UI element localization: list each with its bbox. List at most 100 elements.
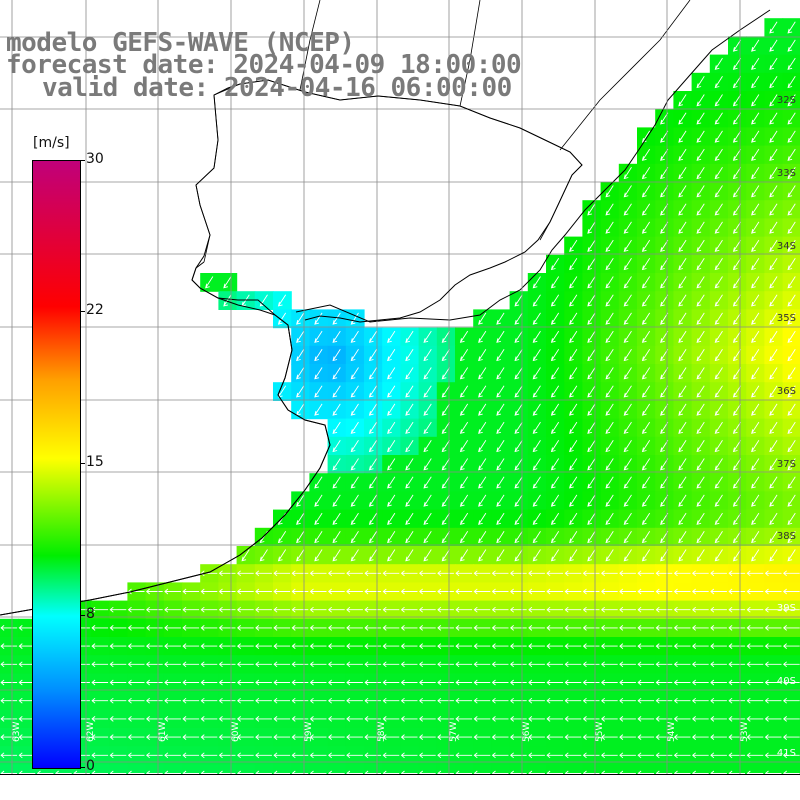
wind-arrow bbox=[0, 752, 18, 759]
wind-arrow bbox=[491, 606, 509, 613]
wind-arrow bbox=[145, 606, 163, 613]
wind-cell bbox=[527, 764, 547, 774]
wind-arrow bbox=[218, 752, 236, 759]
wind-arrow bbox=[473, 588, 491, 595]
wind-arrow bbox=[405, 349, 414, 362]
wind-arrow bbox=[600, 588, 618, 595]
lon-label-54w: 54W bbox=[667, 721, 677, 742]
wind-arrow bbox=[673, 606, 691, 613]
wind-arrow bbox=[418, 661, 436, 668]
wind-arrow bbox=[619, 588, 636, 595]
wind-arrow bbox=[509, 588, 527, 595]
wind-arrow bbox=[641, 148, 651, 161]
wind-arrow bbox=[314, 476, 323, 489]
wind-arrow bbox=[291, 770, 309, 774]
wind-arrow bbox=[714, 367, 723, 380]
wind-arrow bbox=[569, 531, 578, 544]
wind-arrow bbox=[641, 385, 651, 398]
wind-arrow bbox=[218, 716, 236, 722]
wind-arrow bbox=[291, 697, 309, 704]
wind-arrow bbox=[455, 752, 473, 759]
wind-arrow bbox=[787, 330, 796, 343]
wind-arrow bbox=[637, 679, 655, 686]
wind-arrow bbox=[418, 734, 436, 740]
wind-arrow bbox=[564, 643, 582, 649]
wind-arrow bbox=[327, 606, 345, 613]
wind-arrow bbox=[109, 770, 127, 774]
wind-arrow bbox=[478, 476, 487, 489]
wind-arrow bbox=[127, 734, 145, 740]
wind-arrow bbox=[623, 294, 632, 307]
wind-arrow bbox=[587, 239, 596, 252]
wind-arrow bbox=[400, 588, 418, 595]
wind-arrow bbox=[423, 440, 432, 453]
wind-cell bbox=[564, 764, 583, 774]
wind-arrow bbox=[473, 679, 491, 686]
wind-arrow bbox=[728, 643, 746, 649]
wind-arrow bbox=[332, 421, 341, 434]
wind-arrow bbox=[496, 421, 505, 434]
wind-arrow bbox=[623, 203, 632, 216]
wind-arrow bbox=[291, 643, 309, 649]
wind-arrow bbox=[387, 476, 396, 489]
wind-arrow bbox=[714, 440, 723, 453]
wind-arrow bbox=[382, 570, 400, 577]
wind-arrow bbox=[564, 770, 582, 774]
wind-arrow bbox=[109, 643, 127, 649]
wind-arrow bbox=[327, 734, 345, 740]
wind-arrow bbox=[164, 588, 181, 595]
wind-arrow bbox=[637, 716, 655, 722]
wind-arrow bbox=[182, 679, 200, 686]
wind-arrow bbox=[623, 258, 632, 271]
wind-arrow bbox=[514, 458, 523, 471]
wind-arrow bbox=[769, 76, 778, 89]
wind-arrow bbox=[368, 421, 378, 434]
wind-arrow bbox=[291, 734, 309, 740]
wind-arrow bbox=[273, 679, 291, 686]
wind-arrow bbox=[714, 385, 723, 398]
wind-arrow bbox=[641, 349, 651, 362]
wind-arrow bbox=[655, 570, 673, 577]
wind-arrow bbox=[54, 770, 72, 774]
wind-arrow bbox=[0, 697, 18, 704]
wind-arrow bbox=[346, 752, 363, 759]
wind-arrow bbox=[218, 606, 236, 613]
wind-arrow bbox=[496, 312, 505, 325]
wind-arrow bbox=[423, 330, 432, 343]
wind-arrow bbox=[764, 734, 782, 740]
title-model: modelo GEFS-WAVE (NCEP) bbox=[6, 28, 355, 58]
wind-arrow bbox=[382, 752, 400, 759]
wind-arrow bbox=[528, 606, 545, 613]
wind-arrow bbox=[382, 643, 400, 649]
wind-arrow bbox=[600, 679, 618, 686]
wind-arrow bbox=[368, 403, 378, 416]
wind-arrow bbox=[514, 531, 523, 544]
wind-arrow bbox=[296, 349, 305, 362]
wind-arrow bbox=[145, 661, 163, 668]
wind-arrow bbox=[145, 643, 163, 649]
wind-arrow bbox=[478, 349, 487, 362]
wind-arrow bbox=[732, 494, 742, 507]
wind-arrow bbox=[387, 494, 396, 507]
wind-arrow bbox=[582, 606, 600, 613]
wind-arrow bbox=[423, 458, 432, 471]
wind-cell bbox=[36, 764, 56, 774]
wind-arrow bbox=[200, 679, 218, 686]
wind-arrow bbox=[619, 716, 636, 722]
wind-arrow bbox=[528, 570, 545, 577]
colorbar-unit: [m/s] bbox=[33, 135, 70, 151]
wind-arrow bbox=[782, 697, 800, 704]
wind-arrow bbox=[710, 770, 727, 774]
wind-arrow bbox=[605, 239, 614, 252]
colorbar-tick-mark bbox=[80, 311, 85, 312]
wind-arrow bbox=[678, 403, 687, 416]
wind-arrow bbox=[751, 112, 760, 125]
wind-arrow bbox=[496, 330, 505, 343]
wind-arrow bbox=[678, 330, 687, 343]
wind-arrow bbox=[623, 349, 632, 362]
wind-arrow bbox=[327, 643, 345, 649]
wind-arrow bbox=[405, 403, 414, 416]
title-forecast-date: forecast date: 2024-04-09 18:00:00 bbox=[6, 50, 522, 80]
wind-arrow bbox=[751, 276, 760, 289]
wind-arrow bbox=[332, 494, 341, 507]
